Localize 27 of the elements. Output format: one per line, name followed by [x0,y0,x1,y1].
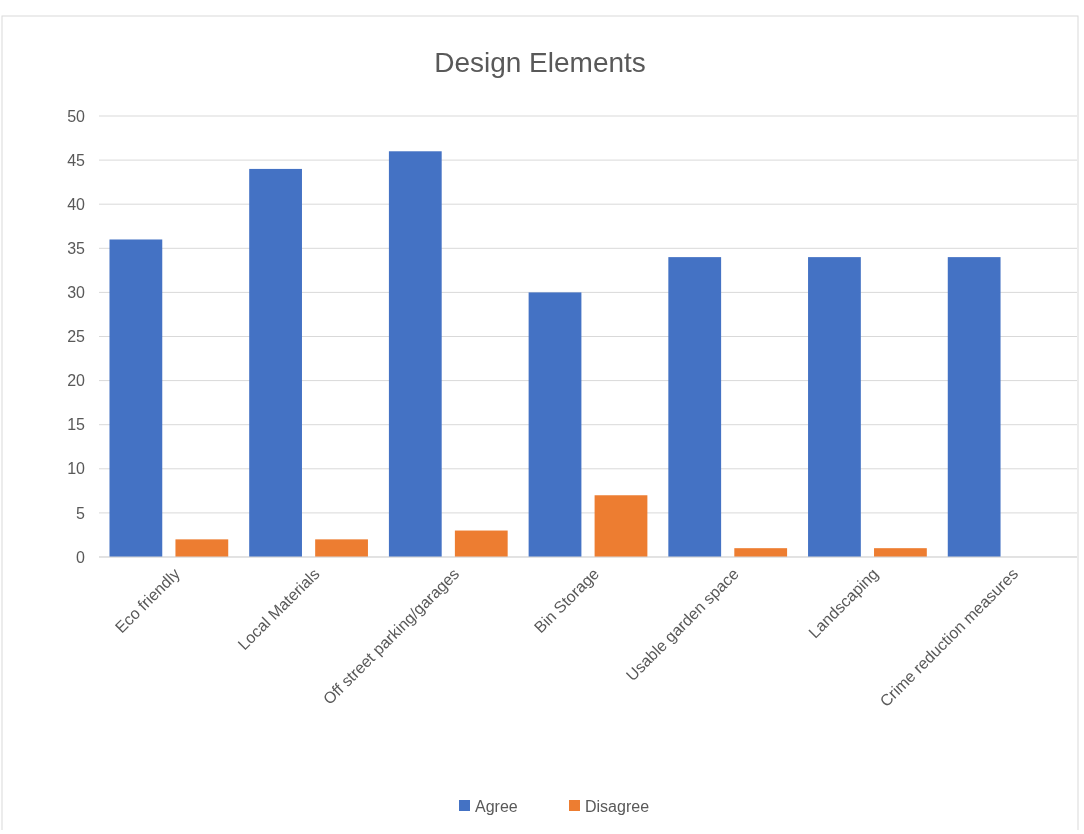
chart-title: Design Elements [434,47,646,78]
bar [594,495,648,557]
y-tick-label: 20 [67,372,86,390]
y-tick-label: 5 [76,504,86,522]
bar [175,539,229,557]
y-tick-label: 10 [67,460,86,478]
bar [249,168,302,557]
legend-label: Disagree [585,797,650,815]
bar [734,548,788,557]
bar [874,548,927,557]
y-tick-label: 30 [67,284,86,301]
y-tick-label: 45 [67,151,86,169]
y-tick-label: 35 [67,239,86,257]
bar [808,257,861,557]
legend-label: Agree [475,797,518,815]
y-tick-label: 40 [67,195,86,213]
bar [528,292,582,557]
y-tick-label: 25 [67,328,86,346]
bar [454,530,508,557]
bar [668,257,722,557]
bar [947,257,1001,557]
bar [109,239,163,557]
bar [388,151,442,557]
y-tick-label: 15 [67,416,86,434]
bar [315,539,368,557]
y-tick-label: 50 [67,107,86,125]
y-tick-label: 0 [76,548,86,566]
